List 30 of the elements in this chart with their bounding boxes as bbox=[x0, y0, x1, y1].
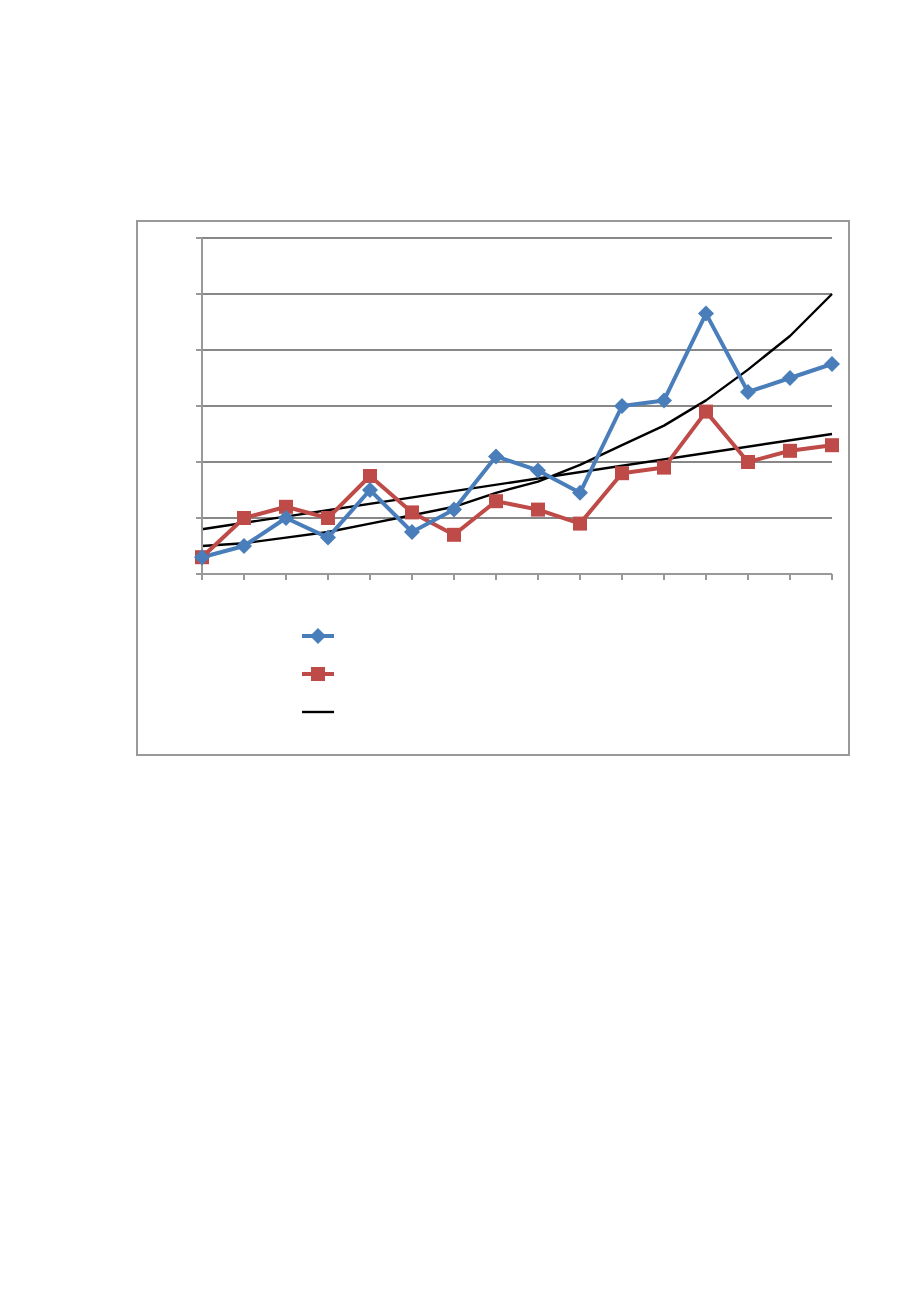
point bbox=[825, 438, 839, 453]
point bbox=[741, 455, 755, 469]
point bbox=[572, 484, 588, 501]
point bbox=[363, 469, 377, 483]
point bbox=[657, 460, 671, 475]
point bbox=[320, 529, 336, 546]
point bbox=[740, 384, 756, 400]
point bbox=[446, 501, 462, 518]
point bbox=[362, 482, 378, 498]
point bbox=[698, 305, 714, 322]
point bbox=[699, 404, 713, 419]
point bbox=[656, 392, 672, 409]
point bbox=[573, 516, 587, 531]
point bbox=[615, 466, 629, 481]
point bbox=[824, 356, 840, 372]
point bbox=[782, 370, 798, 386]
point bbox=[278, 510, 294, 526]
point bbox=[530, 462, 546, 479]
point bbox=[489, 494, 503, 509]
point bbox=[405, 505, 419, 520]
point bbox=[531, 502, 545, 517]
point bbox=[614, 398, 630, 414]
point bbox=[321, 511, 335, 525]
point bbox=[404, 524, 420, 540]
point bbox=[488, 448, 504, 465]
point bbox=[447, 527, 461, 542]
point bbox=[237, 511, 251, 525]
point bbox=[783, 443, 797, 458]
point bbox=[279, 499, 293, 514]
point bbox=[236, 538, 252, 554]
